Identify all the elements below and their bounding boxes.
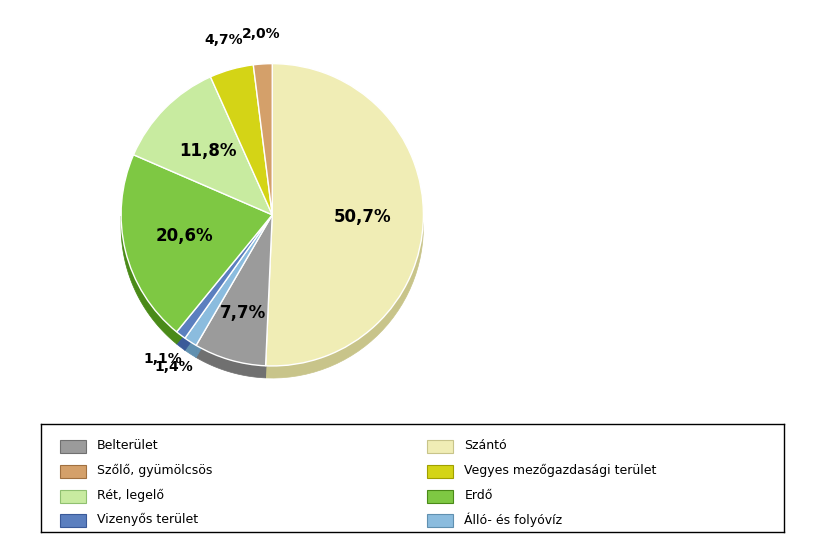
Text: 1,1%: 1,1% — [143, 352, 182, 366]
Text: 2,0%: 2,0% — [242, 27, 280, 41]
Polygon shape — [196, 215, 272, 358]
Text: 50,7%: 50,7% — [334, 208, 392, 226]
Wedge shape — [134, 77, 272, 215]
Polygon shape — [121, 216, 177, 344]
Text: Szántó: Szántó — [464, 439, 507, 452]
Bar — [59, 465, 86, 478]
Bar — [427, 465, 454, 478]
Polygon shape — [196, 345, 266, 378]
Text: 4,7%: 4,7% — [204, 33, 243, 47]
Polygon shape — [177, 332, 185, 350]
Wedge shape — [196, 215, 272, 366]
Polygon shape — [177, 215, 272, 344]
Wedge shape — [210, 65, 272, 215]
Polygon shape — [266, 215, 272, 378]
Wedge shape — [121, 155, 272, 332]
Text: Vizenyős terület: Vizenyős terület — [97, 513, 198, 526]
Text: Belterület: Belterület — [97, 439, 158, 452]
Bar — [427, 440, 454, 453]
Text: Szőlő, gyümölcsös: Szőlő, gyümölcsös — [97, 464, 212, 477]
Polygon shape — [266, 215, 272, 378]
Text: 11,8%: 11,8% — [179, 142, 237, 160]
Text: 1,4%: 1,4% — [155, 360, 194, 374]
Bar — [59, 440, 86, 453]
Polygon shape — [177, 215, 272, 344]
Polygon shape — [266, 222, 423, 378]
Bar — [59, 514, 86, 527]
Bar — [427, 514, 454, 527]
Bar — [59, 490, 86, 503]
Bar — [427, 490, 454, 503]
Text: 20,6%: 20,6% — [155, 227, 213, 245]
Polygon shape — [185, 338, 196, 358]
Polygon shape — [196, 215, 272, 358]
Text: Álló- és folyóvíz: Álló- és folyóvíz — [464, 512, 563, 527]
Text: Vegyes mezőgazdasági terület: Vegyes mezőgazdasági terület — [464, 464, 657, 477]
Text: Erdő: Erdő — [464, 489, 493, 502]
Text: 7,7%: 7,7% — [220, 304, 266, 322]
Wedge shape — [177, 215, 272, 338]
Polygon shape — [185, 215, 272, 350]
Wedge shape — [266, 64, 423, 366]
Wedge shape — [253, 64, 272, 215]
Wedge shape — [185, 215, 272, 345]
Text: Rét, legelő: Rét, legelő — [97, 489, 164, 502]
Polygon shape — [185, 215, 272, 350]
